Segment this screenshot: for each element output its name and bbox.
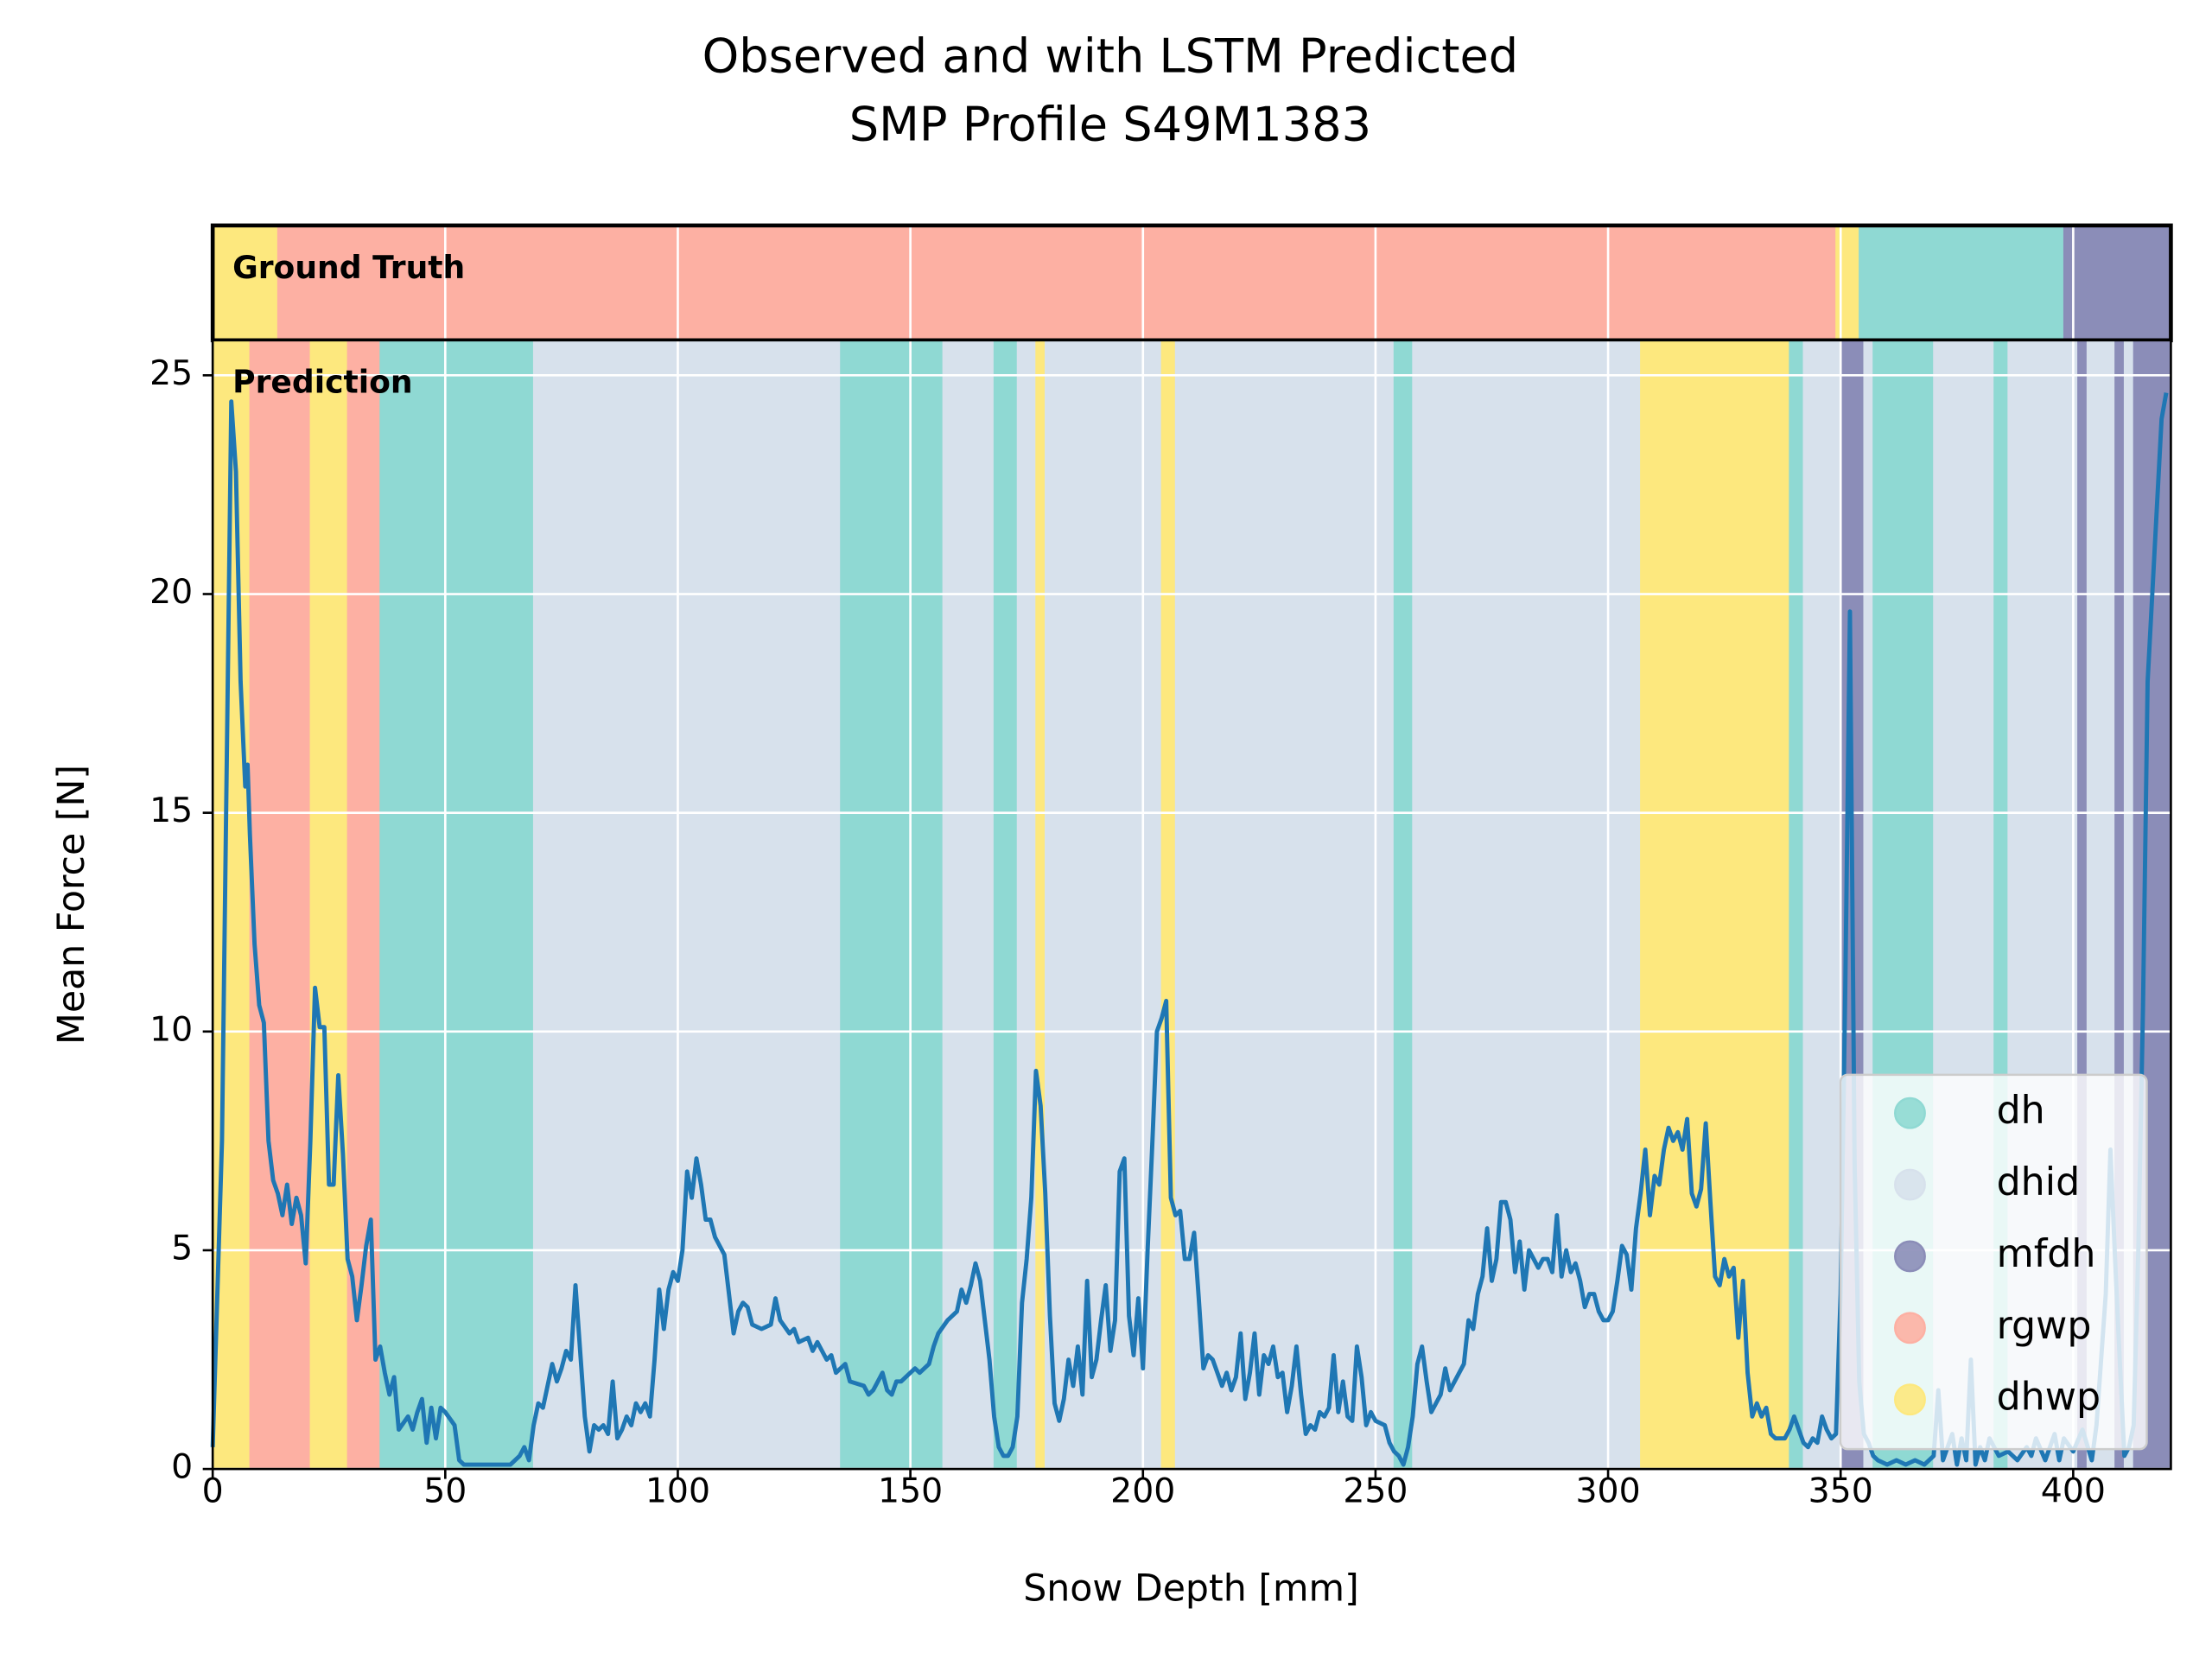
class-span bbox=[840, 340, 944, 1470]
legend-marker bbox=[1894, 1168, 1926, 1201]
class-span bbox=[249, 340, 311, 1470]
legend-marker bbox=[1894, 1096, 1926, 1129]
y-tick-label: 20 bbox=[149, 572, 193, 612]
x-tick-label: 100 bbox=[645, 1471, 710, 1511]
x-tick-label: 350 bbox=[1808, 1471, 1873, 1511]
class-span bbox=[942, 340, 995, 1470]
legend-label: rgwp bbox=[1997, 1304, 2092, 1348]
class-span bbox=[1859, 225, 2065, 341]
class-span bbox=[1412, 340, 1642, 1470]
x-tick-label: 200 bbox=[1110, 1471, 1175, 1511]
force-line bbox=[210, 392, 2169, 1467]
chart-title: SMP Profile S49M1383 bbox=[849, 97, 1371, 151]
legend-marker bbox=[1894, 1383, 1926, 1416]
class-span bbox=[379, 340, 535, 1470]
y-axis-label: Mean Force [N] bbox=[50, 765, 93, 1045]
axes-frame bbox=[211, 339, 2172, 1471]
plot-area bbox=[210, 339, 2172, 1471]
y-tick-label: 5 bbox=[171, 1228, 193, 1268]
class-span bbox=[532, 340, 842, 1470]
y-tick-label: 25 bbox=[149, 353, 193, 393]
x-axis-label: Snow Depth [mm] bbox=[1023, 1567, 1359, 1611]
class-span bbox=[2063, 225, 2172, 341]
legend-marker bbox=[1894, 1240, 1926, 1273]
y-tick-label: 0 bbox=[171, 1447, 193, 1487]
class-span bbox=[1393, 340, 1414, 1470]
legend-marker bbox=[1894, 1312, 1926, 1344]
x-tick-label: 0 bbox=[202, 1471, 224, 1511]
panel-label: Ground Truth bbox=[232, 249, 465, 286]
class-span bbox=[1835, 225, 1860, 341]
class-span bbox=[1802, 340, 1841, 1470]
x-tick-label: 250 bbox=[1343, 1471, 1408, 1511]
class-span bbox=[276, 225, 1837, 341]
chart-title: Observed and with LSTM Predicted bbox=[702, 29, 1519, 84]
legend-label: mfdh bbox=[1997, 1232, 2096, 1276]
y-tick-label: 15 bbox=[149, 791, 193, 830]
class-span bbox=[1035, 340, 1046, 1470]
class-span bbox=[1016, 340, 1037, 1470]
x-tick-label: 300 bbox=[1575, 1471, 1640, 1511]
class-span bbox=[1174, 340, 1395, 1470]
class-span bbox=[309, 340, 348, 1470]
class-span bbox=[1640, 340, 1790, 1470]
ground-truth-panel bbox=[210, 223, 2173, 343]
x-tick-label: 50 bbox=[423, 1471, 467, 1511]
legend-label: dhid bbox=[1997, 1160, 2081, 1205]
legend: dh dhid mfdh rgwp dhwp bbox=[1839, 1073, 2148, 1451]
x-tick-label: 400 bbox=[2041, 1471, 2106, 1511]
x-tick-label: 150 bbox=[878, 1471, 943, 1511]
panel-label: Prediction bbox=[232, 364, 412, 401]
class-span bbox=[212, 225, 279, 341]
legend-box bbox=[1839, 1073, 2148, 1451]
y-tick-label: 10 bbox=[149, 1009, 193, 1049]
legend-label: dhwp bbox=[1997, 1376, 2101, 1420]
class-span bbox=[1160, 340, 1177, 1470]
class-span bbox=[993, 340, 1019, 1470]
legend-label: dh bbox=[1997, 1089, 2045, 1133]
class-span bbox=[1789, 340, 1804, 1470]
